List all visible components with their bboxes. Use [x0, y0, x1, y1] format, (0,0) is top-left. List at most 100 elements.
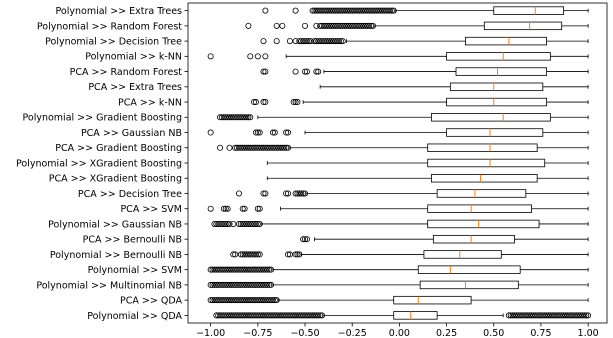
- outlier-point: [211, 266, 218, 273]
- outlier-point: [251, 312, 258, 319]
- outlier-point: [224, 266, 231, 273]
- outlier-point: [326, 38, 333, 45]
- outlier-point: [581, 312, 588, 319]
- outlier-point: [207, 281, 214, 288]
- outlier-point: [332, 38, 339, 45]
- outlier-point: [224, 220, 231, 227]
- outlier-point: [260, 312, 267, 319]
- outlier-point: [256, 144, 263, 151]
- outlier-point: [241, 297, 248, 304]
- outlier-point: [251, 266, 258, 273]
- outlier-point: [226, 297, 233, 304]
- outlier-point: [519, 312, 526, 319]
- x-tick-label: 0.75: [530, 328, 551, 338]
- outlier-point: [560, 312, 567, 319]
- outlier-point: [351, 22, 358, 29]
- outlier-point: [260, 144, 267, 151]
- outlier-point: [252, 312, 259, 319]
- outlier-point: [239, 297, 246, 304]
- outlier-point: [388, 7, 395, 14]
- iqr-box: [455, 67, 548, 76]
- iqr-box: [427, 143, 538, 152]
- outlier-point: [207, 205, 214, 212]
- outlier-point: [298, 190, 305, 197]
- outlier-point: [224, 281, 231, 288]
- outlier-point: [254, 220, 261, 227]
- outlier-point: [207, 53, 214, 60]
- outlier-point: [262, 144, 269, 151]
- outlier-point: [317, 22, 324, 29]
- y-tick-label: PCA >> k-NN: [118, 97, 182, 108]
- iqr-box: [483, 21, 563, 31]
- outlier-point: [249, 281, 256, 288]
- outlier-point: [222, 114, 229, 121]
- outlier-point: [277, 144, 284, 151]
- x-tick-label: 0.25: [436, 328, 457, 338]
- outlier-point: [230, 281, 237, 288]
- x-tick-label: 0.50: [483, 328, 504, 338]
- box-series-10: [266, 158, 589, 168]
- outlier-point: [251, 99, 258, 106]
- outlier-point: [286, 251, 293, 258]
- outlier-point: [230, 251, 237, 258]
- outlier-point: [264, 297, 271, 304]
- outlier-point: [209, 281, 216, 288]
- outlier-point: [328, 7, 335, 14]
- outlier-point: [296, 251, 303, 258]
- outlier-point: [258, 281, 265, 288]
- iqr-box: [449, 82, 544, 92]
- outlier-point: [300, 190, 307, 197]
- outlier-point: [268, 312, 275, 319]
- outlier-point: [239, 251, 246, 258]
- outlier-point: [241, 312, 248, 319]
- outlier-point: [292, 38, 299, 45]
- y-axis-labels: Polynomial >> Extra Trees Polynomial >> R…: [16, 6, 188, 322]
- outlier-point: [335, 38, 342, 45]
- outlier-point: [330, 22, 337, 29]
- outlier-point: [247, 220, 254, 227]
- outlier-point: [302, 22, 309, 29]
- outlier-point: [339, 22, 346, 29]
- outlier-point: [218, 312, 225, 319]
- outlier-point: [234, 281, 241, 288]
- x-tick-label: −0.75: [243, 328, 272, 338]
- outlier-point: [360, 7, 367, 14]
- outlier-point: [252, 251, 259, 258]
- outlier-point: [245, 251, 252, 258]
- outlier-point: [247, 266, 254, 273]
- outlier-point: [224, 297, 231, 304]
- outlier-point: [351, 7, 358, 14]
- outlier-point: [358, 22, 365, 29]
- outlier-point: [234, 266, 241, 273]
- box-series-14: [211, 219, 589, 229]
- outlier-point: [217, 297, 224, 304]
- outlier-point: [217, 312, 224, 319]
- outlier-point: [339, 38, 346, 45]
- outlier-point: [553, 312, 560, 319]
- outlier-point: [562, 312, 569, 319]
- outlier-point: [302, 190, 309, 197]
- outlier-point: [511, 312, 518, 319]
- box-series-7: [217, 113, 589, 122]
- outlier-point: [222, 205, 229, 212]
- outlier-point: [207, 129, 214, 136]
- outlier-point: [241, 251, 248, 258]
- x-tick-label: 0.00: [389, 328, 410, 338]
- outlier-point: [564, 312, 571, 319]
- outlier-point: [237, 281, 244, 288]
- outlier-point: [245, 114, 252, 121]
- outlier-point: [249, 144, 256, 151]
- y-tick-label: PCA >> Gradient Boosting: [55, 143, 182, 154]
- outlier-point: [251, 297, 258, 304]
- outlier-point: [352, 22, 359, 29]
- outlier-point: [234, 312, 241, 319]
- outlier-point: [235, 114, 242, 121]
- outlier-point: [273, 38, 280, 45]
- outlier-point: [262, 53, 269, 60]
- outlier-point: [264, 144, 271, 151]
- outlier-point: [303, 236, 310, 243]
- outlier-point: [273, 312, 280, 319]
- outlier-point: [230, 312, 237, 319]
- outlier-point: [566, 312, 573, 319]
- outlier-point: [260, 38, 267, 45]
